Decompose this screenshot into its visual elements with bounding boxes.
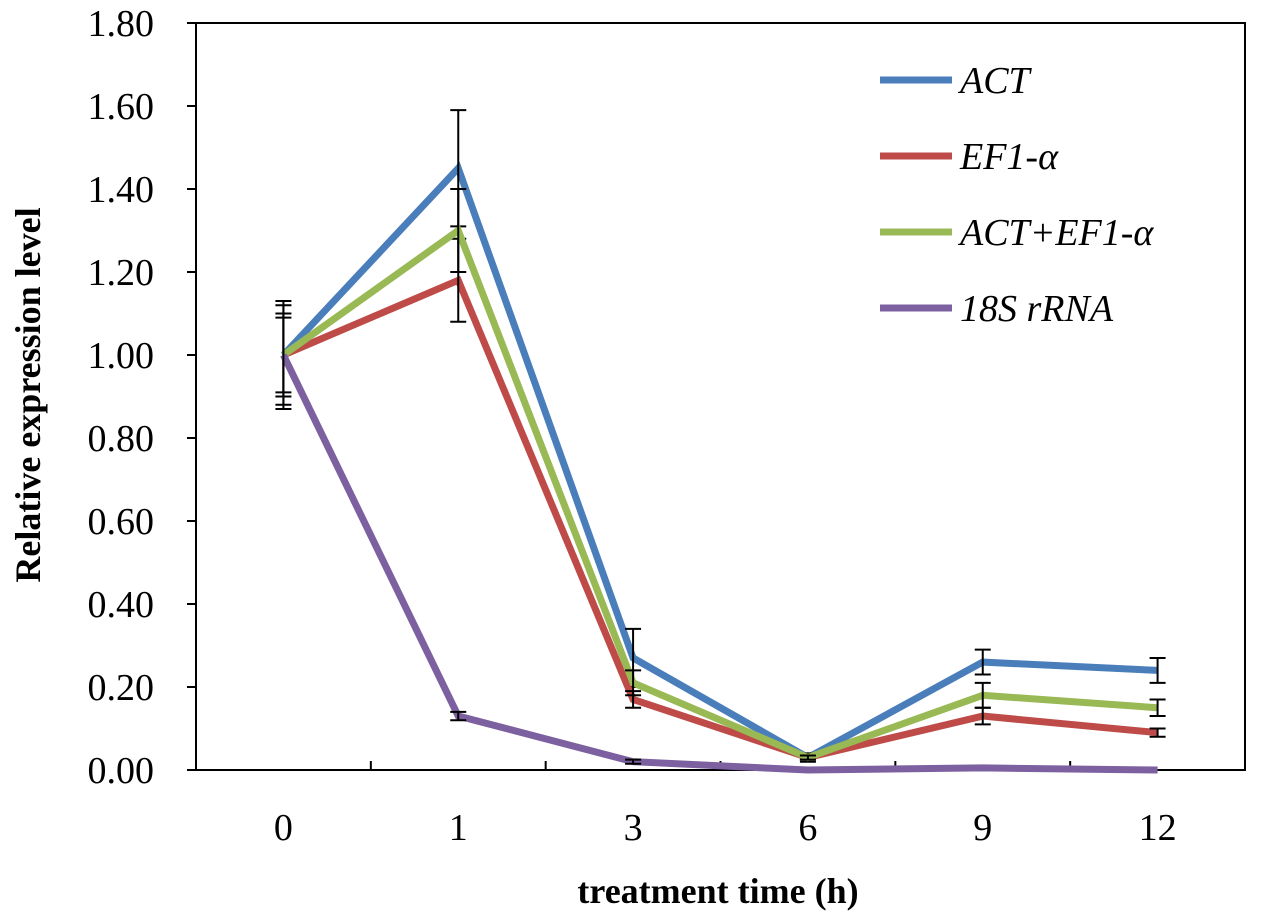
x-axis-title: treatment time (h) xyxy=(577,871,858,911)
legend-label: ACT xyxy=(957,60,1033,102)
x-tick-label: 12 xyxy=(1139,807,1177,849)
y-tick-label: 1.20 xyxy=(88,252,155,294)
y-tick-label: 0.40 xyxy=(88,584,155,626)
series-18s-rrna xyxy=(275,304,1158,774)
y-axis-title: Relative expression level xyxy=(8,207,48,582)
y-tick-label: 1.40 xyxy=(88,169,155,211)
legend-label: 18S rRNA xyxy=(960,288,1114,330)
series-line xyxy=(280,353,1158,774)
series-line xyxy=(281,225,1158,762)
series-line xyxy=(280,161,1158,762)
series-line xyxy=(282,275,1158,762)
y-tick-label: 0.00 xyxy=(88,750,155,792)
legend-label: EF1-α xyxy=(959,136,1059,178)
legend-label: ACT+EF1-α xyxy=(957,212,1154,254)
y-tick-label: 1.80 xyxy=(88,3,155,45)
x-tick-label: 6 xyxy=(798,807,817,849)
y-tick-label: 1.00 xyxy=(88,335,155,377)
x-tick-label: 1 xyxy=(449,807,468,849)
x-tick-label: 9 xyxy=(973,807,992,849)
plot-frame xyxy=(195,22,1246,771)
y-tick-label: 0.20 xyxy=(88,667,155,709)
x-tick-label: 3 xyxy=(624,807,643,849)
series-act xyxy=(275,109,1166,763)
y-tick-label: 1.60 xyxy=(88,86,155,128)
series-act-ef1- xyxy=(275,188,1166,762)
y-tick-label: 0.60 xyxy=(88,501,155,543)
x-tick-label: 0 xyxy=(274,807,293,849)
y-tick-label: 0.80 xyxy=(88,418,155,460)
